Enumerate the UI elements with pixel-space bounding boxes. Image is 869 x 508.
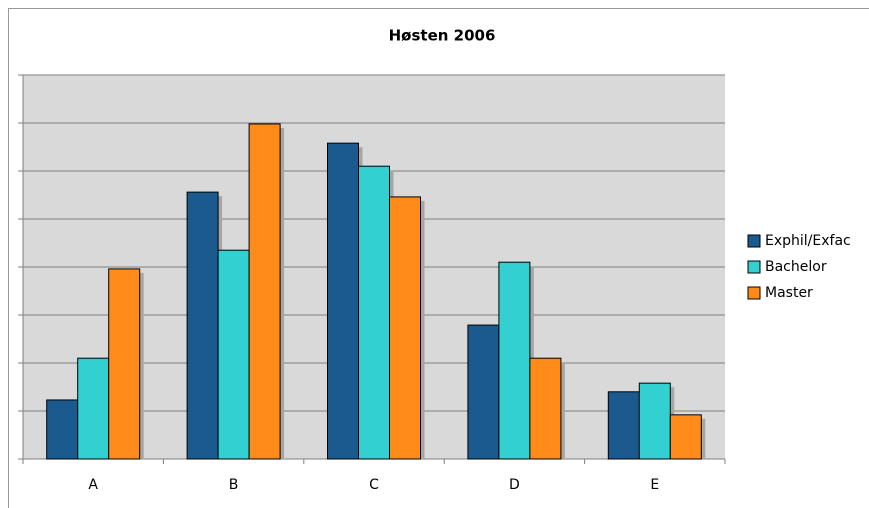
bar — [77, 357, 110, 460]
bar — [248, 123, 281, 460]
bar — [46, 399, 79, 460]
bar — [638, 382, 671, 460]
bar — [529, 357, 562, 460]
x-tick-label: C — [369, 477, 379, 493]
bar — [108, 268, 141, 460]
legend-swatch — [747, 234, 761, 248]
legend-swatch — [747, 260, 761, 274]
bar — [327, 142, 359, 460]
x-tick-label: B — [229, 477, 239, 493]
x-tick-label: E — [650, 477, 659, 493]
bar — [669, 414, 702, 460]
legend-label: Bachelor — [765, 259, 827, 275]
x-tick-label: D — [509, 477, 520, 493]
bar — [358, 165, 390, 460]
legend-swatch — [747, 286, 761, 300]
bar — [217, 249, 250, 460]
chart-title: Høsten 2006 — [389, 27, 496, 45]
bar — [498, 261, 531, 460]
bar — [389, 196, 421, 460]
bar — [467, 324, 500, 460]
bar — [186, 191, 219, 460]
bar — [607, 391, 640, 460]
x-tick-label: A — [88, 477, 98, 493]
legend-label: Exphil/Exfac — [765, 233, 851, 249]
legend-label: Master — [765, 285, 813, 301]
